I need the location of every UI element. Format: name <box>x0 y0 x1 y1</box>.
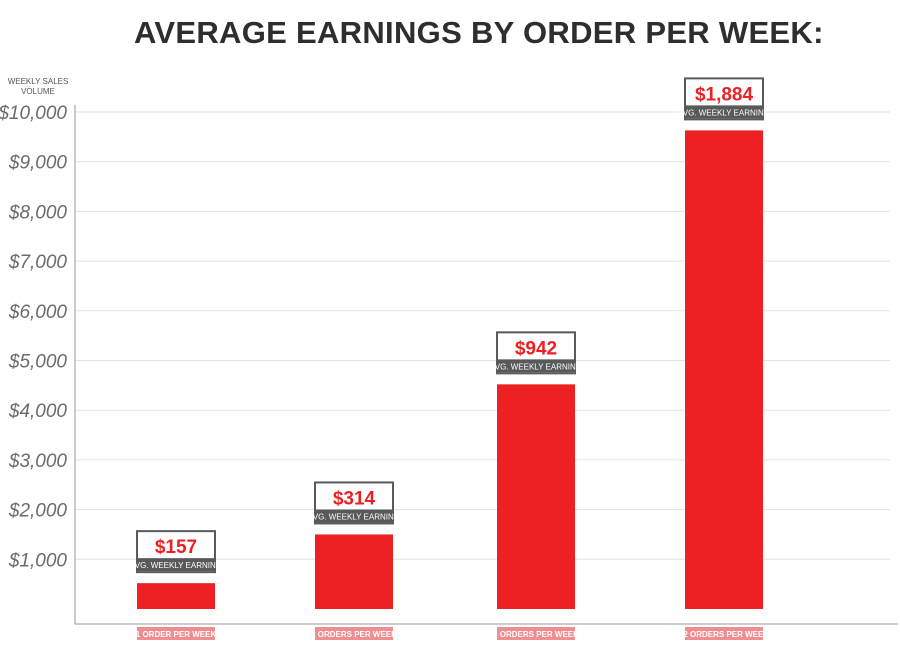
value-callout: $314 AVG. WEEKLY EARNING <box>308 481 400 525</box>
value-callouts: $157 AVG. WEEKLY EARNING $314 AVG. WEEKLY E… <box>130 77 770 574</box>
y-tick-label: $10,000 <box>0 103 67 124</box>
bar <box>497 384 575 609</box>
gridlines <box>75 111 890 560</box>
y-axis-ticks: $1,000 $2,000 $3,000 $4,000 $5,000 $6,000 $7,0… <box>0 103 67 571</box>
category-label: 6 ORDERS PER WEEK <box>493 630 579 639</box>
callout-band <box>685 105 763 119</box>
y-axis-label-line-2: VOLUME <box>21 87 55 96</box>
bar <box>685 130 763 609</box>
y-tick-label: $7,000 <box>8 252 68 273</box>
callout-caption: AVG. WEEKLY EARNING <box>490 362 582 371</box>
y-tick-label: $5,000 <box>8 352 68 373</box>
callout-band <box>497 359 575 373</box>
category-label: 1 ORDER PER WEEK <box>136 630 217 639</box>
callout-caption: AVG. WEEKLY EARNING <box>308 512 400 521</box>
category-label-bg <box>685 627 763 640</box>
value-callout: $157 AVG. WEEKLY EARNING <box>130 530 222 574</box>
y-tick-label: $4,000 <box>8 401 68 422</box>
x-axis-categories: 1 ORDER PER WEEK 2 ORDERS PER WEEK 6 ORDER… <box>136 627 769 640</box>
value-callout: $942 AVG. WEEKLY EARNING <box>490 331 582 375</box>
callout-value: $314 <box>333 488 376 509</box>
callout-value: $1,884 <box>695 84 754 105</box>
callout-band <box>315 509 393 523</box>
value-callout: $1,884 AVG. WEEKLY EARNING <box>678 77 770 121</box>
bars <box>137 130 763 609</box>
callout-caption: AVG. WEEKLY EARNING <box>678 108 770 117</box>
y-axis-label-line-1: WEEKLY SALES <box>8 77 69 86</box>
category-label: 2 ORDERS PER WEEK <box>311 630 397 639</box>
category-label-bg <box>497 627 575 640</box>
y-tick-label: $9,000 <box>8 153 68 174</box>
bar <box>137 583 215 609</box>
y-tick-label: $1,000 <box>8 550 68 571</box>
bar <box>315 534 393 609</box>
y-tick-label: $8,000 <box>8 202 68 223</box>
callout-band <box>137 558 215 572</box>
callout-caption: AVG. WEEKLY EARNING <box>130 561 222 570</box>
y-tick-label: $3,000 <box>8 451 68 472</box>
category-label-bg <box>137 627 215 640</box>
y-tick-label: $6,000 <box>8 302 68 323</box>
category-label: 12 ORDERS PER WEEK <box>679 630 769 639</box>
y-tick-label: $2,000 <box>8 501 68 522</box>
category-label-bg <box>315 627 393 640</box>
callout-value: $157 <box>155 537 197 558</box>
callout-value: $942 <box>515 338 557 359</box>
chart-title: AVERAGE EARNINGS BY ORDER PER WEEK: <box>134 15 824 50</box>
